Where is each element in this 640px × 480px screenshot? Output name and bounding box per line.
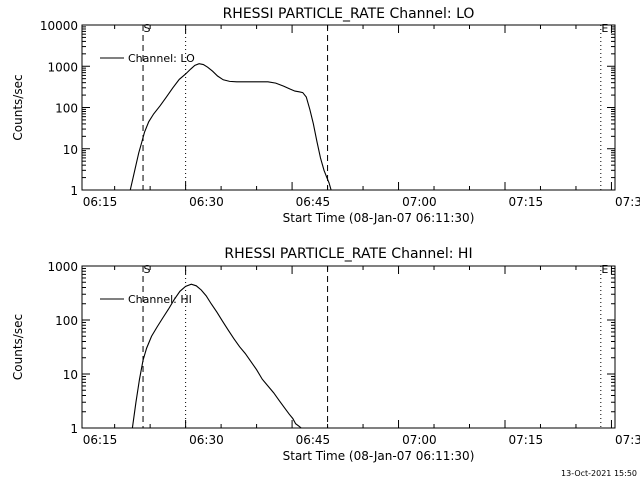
x-tick-label: 07:30 [615,195,640,209]
x-tick-label: 07:00 [402,433,437,447]
plot-panel-lo: RHESSI PARTICLE_RATE Channel: LO 1 10 100 10… [11,6,640,225]
y-tick-label: 1 [70,422,78,436]
y-tick-label: 10000 [40,19,78,33]
legend-label: Channel: HI [128,293,192,306]
x-tick-label: 06:30 [189,195,224,209]
series-line-0 [131,283,302,429]
y-axis-label: Counts/sec [11,314,25,380]
x-tick-label: 06:45 [296,433,331,447]
x-tick-label: 07:00 [402,195,437,209]
series-line-0 [129,63,334,191]
y-tick-label: 10 [63,368,78,382]
plot-frame [81,265,616,429]
y-tick-label: 1000 [47,260,78,274]
legend-label: Channel: LO [128,52,195,65]
chart-title: RHESSI PARTICLE_RATE Channel: HI [224,246,472,262]
x-axis-label: Start Time (08-Jan-07 06:11:30) [283,449,475,463]
y-tick-label: 10 [63,143,78,157]
x-tick-label: 06:30 [189,433,224,447]
y-tick-label: 1000 [47,60,78,74]
timestamp-label: 13-Oct-2021 15:50 [561,469,637,478]
x-tick-label: 07:15 [509,195,544,209]
y-tick-label: 100 [55,102,78,116]
event-marker-label: S [144,22,151,35]
x-tick-label: 07:15 [509,433,544,447]
event-marker-label: S [144,263,151,276]
x-axis-label: Start Time (08-Jan-07 06:11:30) [283,211,475,225]
chart-title: RHESSI PARTICLE_RATE Channel: LO [223,6,475,22]
x-tick-label: 06:45 [296,195,331,209]
y-tick-label: 1 [70,184,78,198]
x-tick-label: 07:30 [615,433,640,447]
event-marker-label: E [601,22,608,35]
y-tick-label: 100 [55,314,78,328]
y-axis-label: Counts/sec [11,74,25,140]
event-marker-label: E [601,263,608,276]
plot-panel-hi: RHESSI PARTICLE_RATE Channel: HI 1 10 100 10… [11,246,640,463]
x-tick-label: 06:15 [83,195,118,209]
x-tick-label: 06:15 [83,433,118,447]
plot-frame [81,24,616,191]
